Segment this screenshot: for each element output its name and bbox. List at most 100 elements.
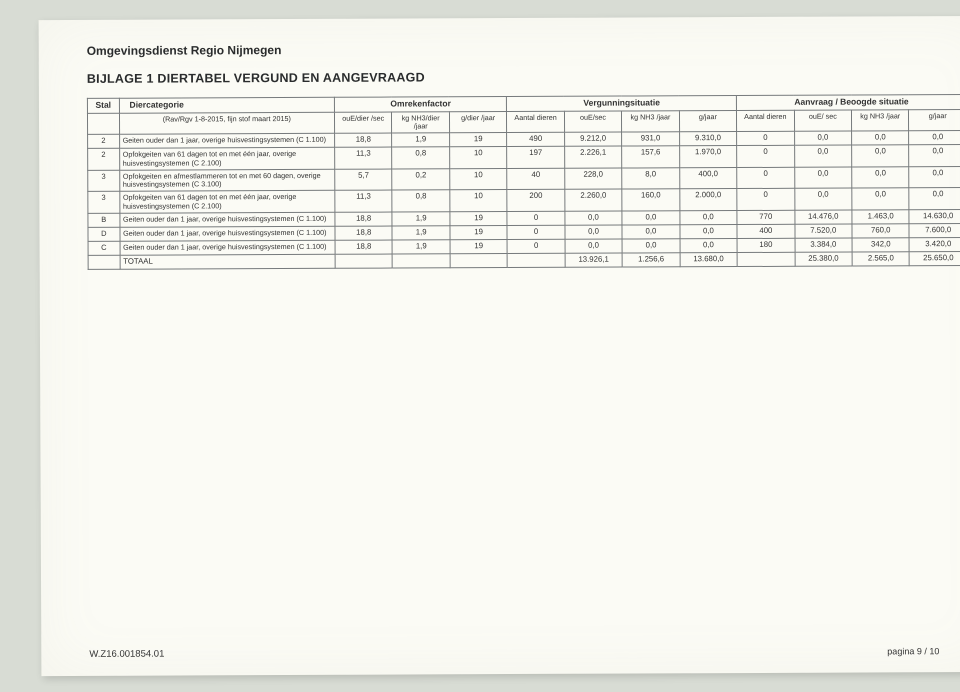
hdr-empty [87,113,119,135]
hdr-c8: Aantal dieren [737,110,795,132]
value-cell: 931,0 [622,132,679,146]
value-cell: 760,0 [852,224,909,238]
total-v: 13.680,0 [680,252,738,266]
value-cell: 770 [737,210,794,224]
hdr-c9: ouE/ sec [794,110,852,132]
footer-ref: W.Z16.001854.01 [89,649,164,660]
hdr-c10: kg NH3 /jaar [851,110,909,132]
value-cell: 0,0 [909,166,960,188]
value-cell: 0,0 [622,239,679,253]
hdr-vergun: Vergunningsituatie [507,96,737,112]
total-v: 25.650,0 [910,251,960,265]
value-cell: 0,0 [794,188,852,210]
value-cell: 180 [737,238,794,252]
hdr-stal: Stal [87,98,119,113]
hdr-c6: kg NH3 /jaar [622,111,680,133]
value-cell: 0 [737,167,795,189]
hdr-c1: ouE/dier /sec [334,112,392,134]
stal-cell: D [88,227,120,241]
stal-cell: 2 [88,149,120,171]
value-cell: 0,0 [909,131,960,145]
value-cell: 10 [450,190,508,212]
value-cell: 10 [450,147,508,169]
value-cell: 197 [507,147,565,169]
stal-cell: 3 [88,192,120,214]
value-cell: 1,9 [392,133,449,147]
hdr-c11: g/jaar [909,109,960,131]
stal-cell: 3 [88,170,120,192]
value-cell: 0 [737,146,795,168]
value-cell: 3.384,0 [795,238,852,252]
value-cell: 228,0 [565,168,623,190]
value-cell: 1,9 [392,240,449,254]
value-cell: 160,0 [622,189,680,211]
value-cell: 0,0 [794,167,852,189]
total-stal [88,255,120,269]
total-v [335,254,392,268]
cat-cell: Geiten ouder dan 1 jaar, overige huisves… [120,240,335,255]
total-v: 2.565,0 [852,252,909,266]
value-cell: 18,8 [335,212,392,226]
value-cell: 0,0 [852,145,910,167]
value-cell: 0,0 [565,211,622,225]
cat-cell: Geiten ouder dan 1 jaar, overige huisves… [120,212,335,227]
hdr-c4: Aantal dieren [507,111,565,133]
total-v [507,253,564,267]
value-cell: 1.970,0 [679,146,737,168]
value-cell: 0,0 [622,211,679,225]
value-cell: 0,0 [909,145,960,167]
value-cell: 19 [450,225,508,239]
total-v [450,253,508,267]
hdr-diercat: Diercategorie [119,97,334,113]
dier-table: Stal Diercategorie Omrekenfactor Vergunn… [87,94,960,270]
value-cell: 0,0 [680,211,738,225]
org-name: Omgevingsdienst Regio Nijmegen [87,40,960,58]
value-cell: 0,0 [565,239,622,253]
value-cell: 18,8 [335,133,392,147]
cat-cell: Opfokgeiten van 61 dagen tot en met één … [119,191,335,214]
stal-cell: B [88,213,120,227]
value-cell: 0,0 [852,188,910,210]
hdr-c3: g/dier /jaar [449,111,507,133]
value-cell: 0,0 [680,238,738,252]
hdr-c7: g/jaar [679,110,737,132]
value-cell: 0,0 [794,131,851,145]
value-cell: 14.630,0 [909,210,960,224]
value-cell: 2.226,1 [564,146,622,168]
value-cell: 19 [450,212,508,226]
value-cell: 0 [737,189,795,211]
value-cell: 8,0 [622,168,680,190]
value-cell: 157,6 [622,146,680,168]
total-row: TOTAAL 13.926,1 1.256,6 13.680,0 25.380,… [88,251,960,269]
value-cell: 11,3 [335,190,393,212]
stal-cell: C [88,241,120,255]
value-cell: 9.310,0 [679,132,737,146]
value-cell: 3.420,0 [909,237,960,251]
cat-cell: Opfokgeiten van 61 dagen tot en met één … [119,148,335,171]
cat-cell: Geiten ouder dan 1 jaar, overige huisves… [120,226,335,241]
value-cell: 1,9 [392,212,449,226]
value-cell: 0,0 [565,225,622,239]
value-cell: 400,0 [679,167,737,189]
value-cell: 10 [450,168,508,190]
value-cell: 11,3 [335,147,393,169]
scanned-page: Omgevingsdienst Regio Nijmegen BIJLAGE 1… [39,16,960,676]
total-v: 25.380,0 [795,252,852,266]
stal-cell: 2 [88,135,120,149]
total-v: 1.256,6 [622,253,679,267]
value-cell: 2.260,0 [565,189,623,211]
hdr-c5: ouE/sec [564,111,622,133]
value-cell: 2.000,0 [679,189,737,211]
value-cell: 0,8 [392,190,450,212]
value-cell: 0,0 [794,145,852,167]
value-cell: 9.212,0 [564,132,621,146]
total-v: 13.926,1 [565,253,622,267]
value-cell: 200 [507,190,565,212]
value-cell: 0 [507,211,564,225]
value-cell: 7.520,0 [795,224,852,238]
value-cell: 5,7 [335,169,393,191]
value-cell: 0,2 [392,169,450,191]
page-number: pagina 9 / 10 [887,646,939,656]
value-cell: 19 [449,133,507,147]
value-cell: 400 [737,224,794,238]
